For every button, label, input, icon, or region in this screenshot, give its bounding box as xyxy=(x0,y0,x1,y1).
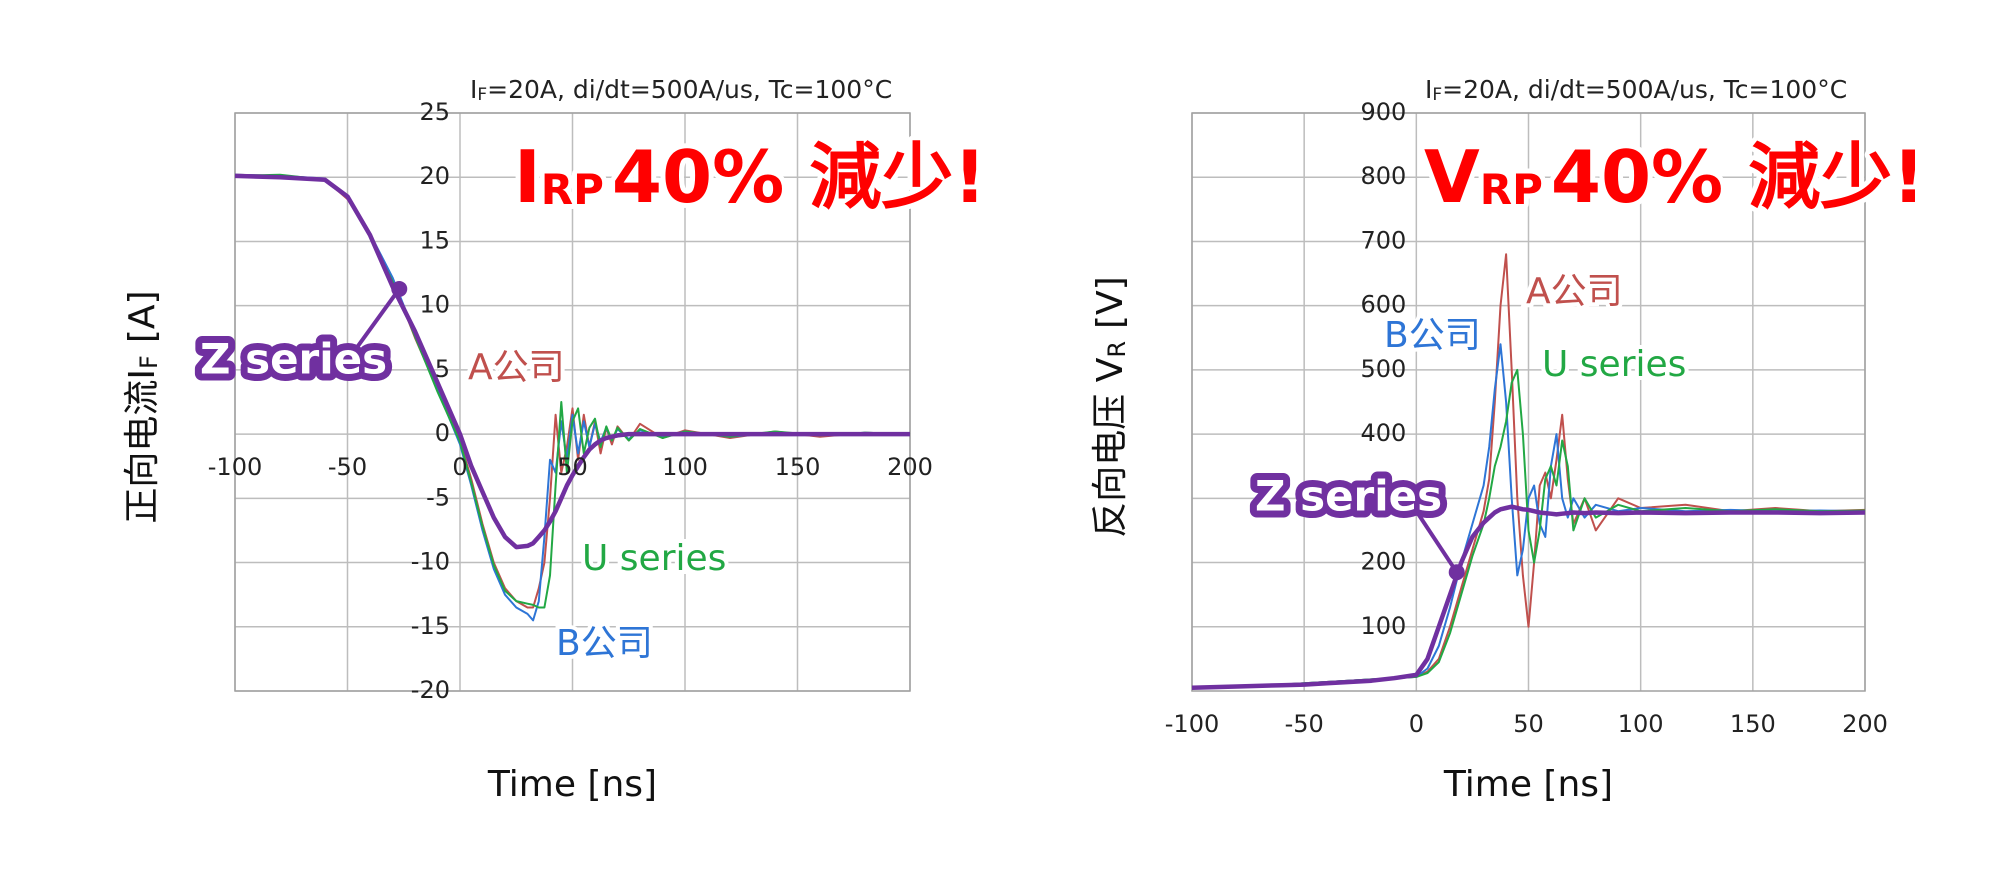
y-tick-label: -10 xyxy=(411,548,450,576)
subtitle: IF=20A, di/dt=500A/us, Tc=100°C xyxy=(1425,75,1847,105)
y-tick-label: 500 xyxy=(1361,355,1407,383)
y-tick-label: 700 xyxy=(1361,226,1407,254)
series-line xyxy=(234,173,910,550)
y-tick-label: -5 xyxy=(426,483,450,511)
y-tick-label: -15 xyxy=(411,612,450,640)
x-tick-label: 50 xyxy=(1513,710,1544,738)
series-label: B公司 xyxy=(556,623,653,664)
chart: -100 -50 0 50 100 150 200 100 200 300 400 500 600 700… xyxy=(1090,75,1930,805)
x-tick-label: 50 xyxy=(557,453,588,481)
y-label-text: 反向电压 V xyxy=(1090,357,1131,537)
y-axis-label: 正向电流IF [A] xyxy=(122,290,163,523)
y-tick-label: 800 xyxy=(1361,162,1407,190)
headline-text: 40% 減少! xyxy=(1551,135,1925,219)
x-tick-label: 150 xyxy=(1730,710,1776,738)
headline: VRP 40% 減少! xyxy=(1424,135,1925,219)
y-label-unit: [A] xyxy=(122,290,163,343)
y-axis-label: 反向电压 VR [V] xyxy=(1090,276,1131,537)
y-tick-label: 100 xyxy=(1361,612,1407,640)
series-label: B公司 xyxy=(1384,315,1481,356)
headline-text: 40% 減少! xyxy=(612,135,986,219)
x-tick-label: 150 xyxy=(775,453,821,481)
headline-subscript: RP xyxy=(541,165,604,214)
y-label-unit: [V] xyxy=(1090,276,1131,329)
subtitle-text: =20A, di/dt=500A/us, Tc=100°C xyxy=(1442,75,1847,104)
x-tick-label: -50 xyxy=(328,453,367,481)
plot-frame xyxy=(1191,112,1866,692)
subtitle-symbol: I xyxy=(470,75,477,104)
y-tick-label: -20 xyxy=(411,676,450,704)
subtitle-text: =20A, di/dt=500A/us, Tc=100°C xyxy=(487,75,892,104)
y-tick-label: 0 xyxy=(435,419,450,447)
headline: IRP 40% 減少! xyxy=(514,135,986,219)
x-tick-label: 100 xyxy=(1618,710,1664,738)
callout-dot xyxy=(1448,564,1465,581)
subtitle-subscript: F xyxy=(477,85,487,105)
series-label: U series xyxy=(1542,344,1686,385)
y-tick-label: 400 xyxy=(1361,419,1407,447)
series-label: Z series xyxy=(200,335,387,384)
x-tick-label: 0 xyxy=(452,453,467,481)
series-line xyxy=(1191,504,1866,691)
y-tick-label: 900 xyxy=(1361,98,1407,126)
y-tick-label: 200 xyxy=(1361,548,1407,576)
plot-frame xyxy=(234,112,911,692)
x-tick-label: 200 xyxy=(887,453,933,481)
y-tick-label: 15 xyxy=(419,226,450,254)
series-label: A公司 xyxy=(468,347,565,388)
x-axis-label: Time [ns] xyxy=(1443,764,1613,805)
callout-dot xyxy=(391,280,408,297)
x-axis-label: Time [ns] xyxy=(487,764,657,805)
y-tick-label: 25 xyxy=(419,98,450,126)
chart: -100 -50 0 50 100 150 200-20-15-10-50510152025… xyxy=(122,75,991,805)
y-label-text: 正向电流I xyxy=(122,369,163,524)
y-label-subscript: R xyxy=(1103,341,1131,358)
subtitle-subscript: F xyxy=(1432,85,1442,105)
y-label-subscript: F xyxy=(135,355,163,369)
series-label: Z series xyxy=(1255,472,1442,521)
subtitle: IF=20A, di/dt=500A/us, Tc=100°C xyxy=(470,75,892,105)
x-tick-label: 200 xyxy=(1842,710,1888,738)
y-tick-label: 20 xyxy=(419,162,450,190)
headline-symbol: V xyxy=(1424,135,1480,219)
headline-subscript: RP xyxy=(1480,165,1543,214)
y-tick-label: 5 xyxy=(435,355,450,383)
x-tick-label: -50 xyxy=(1285,710,1324,738)
x-tick-label: -100 xyxy=(208,453,262,481)
x-tick-label: 100 xyxy=(662,453,708,481)
callout-line xyxy=(348,287,401,359)
headline-symbol: I xyxy=(514,135,541,219)
callout-line xyxy=(1403,492,1459,574)
y-tick-label: 600 xyxy=(1361,291,1407,319)
y-tick-label: 300 xyxy=(1361,483,1407,511)
x-tick-label: -100 xyxy=(1165,710,1219,738)
y-tick-label: 10 xyxy=(419,291,450,319)
x-tick-label: 0 xyxy=(1409,710,1424,738)
series-label: A公司 xyxy=(1526,271,1623,312)
subtitle-symbol: I xyxy=(1425,75,1432,104)
series-label: U series xyxy=(582,538,726,579)
